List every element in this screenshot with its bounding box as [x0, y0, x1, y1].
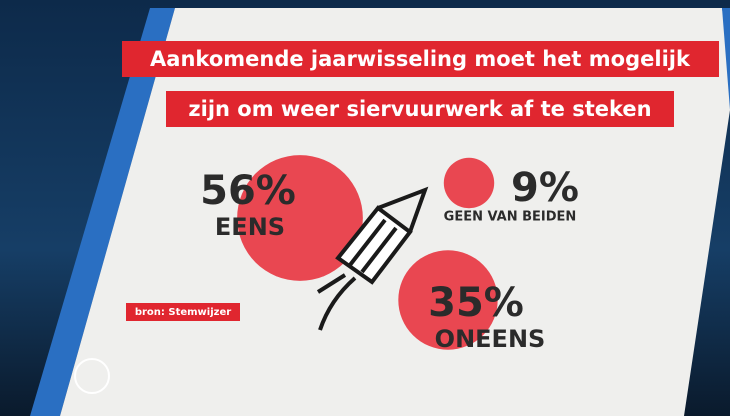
- blue-stripe: [722, 8, 730, 110]
- title-box: [166, 91, 674, 127]
- bubble: [398, 250, 498, 350]
- rocket-icon: [316, 186, 429, 331]
- category-label: ONEENS: [435, 325, 546, 353]
- category-label: GEEN VAN BEIDEN: [444, 210, 577, 225]
- bubble: [443, 157, 495, 209]
- title-line: zijn om weer siervuurwerk af te steken: [188, 97, 651, 121]
- value-label: 9%: [511, 165, 579, 211]
- title-box: [122, 41, 719, 77]
- value-label: 35%: [428, 280, 524, 326]
- bubble: [237, 155, 363, 281]
- value-label: 56%: [200, 168, 296, 214]
- title-line: Aankomende jaarwisseling moet het mogeli…: [150, 47, 691, 71]
- blue-stripe: [30, 8, 175, 416]
- source-box: [126, 303, 240, 321]
- source: bron: Stemwijzer: [135, 307, 231, 318]
- category-label: EENS: [215, 213, 285, 241]
- logo: [74, 358, 110, 394]
